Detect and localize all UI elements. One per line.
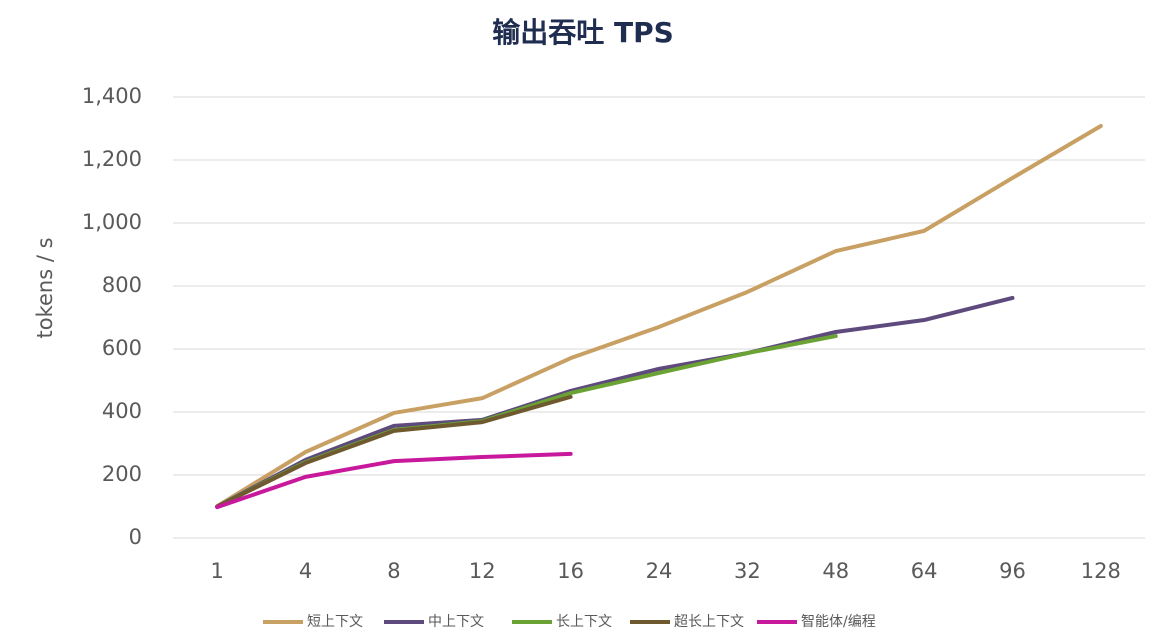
x-tick-label: 128	[1081, 559, 1121, 583]
series-line	[215, 394, 573, 509]
x-tick-label: 12	[469, 559, 496, 583]
legend-label: 短上下文	[307, 614, 363, 630]
series-line	[215, 123, 1103, 509]
y-tick-label: 600	[102, 336, 142, 360]
x-tick-label: 24	[646, 559, 673, 583]
y-tick-label: 200	[102, 462, 142, 486]
legend-label: 中上下文	[428, 614, 484, 630]
legend-label: 智能体/编程	[801, 614, 876, 630]
y-tick-label: 400	[102, 399, 142, 423]
x-tick-label: 48	[822, 559, 849, 583]
x-tick-label: 64	[911, 559, 938, 583]
x-tick-label: 32	[734, 559, 761, 583]
x-tick-label: 1	[210, 559, 223, 583]
x-tick-label: 96	[999, 559, 1026, 583]
y-tick-label: 0	[129, 525, 142, 549]
series-line	[215, 451, 573, 510]
x-tick-label: 16	[557, 559, 584, 583]
legend-label: 长上下文	[556, 614, 612, 630]
chart-title: 输出吞吐 TPS	[492, 16, 674, 49]
series-line	[215, 295, 1015, 509]
x-tick-label: 4	[299, 559, 312, 583]
y-tick-label: 1,000	[82, 210, 142, 234]
legend-label: 超长上下文	[674, 614, 744, 630]
x-tick-label: 8	[387, 559, 400, 583]
y-tick-label: 1,400	[82, 84, 142, 108]
y-tick-label: 1,200	[82, 147, 142, 171]
y-axis-title: tokens / s	[33, 237, 57, 338]
y-tick-label: 800	[102, 273, 142, 297]
series-line	[215, 334, 838, 509]
